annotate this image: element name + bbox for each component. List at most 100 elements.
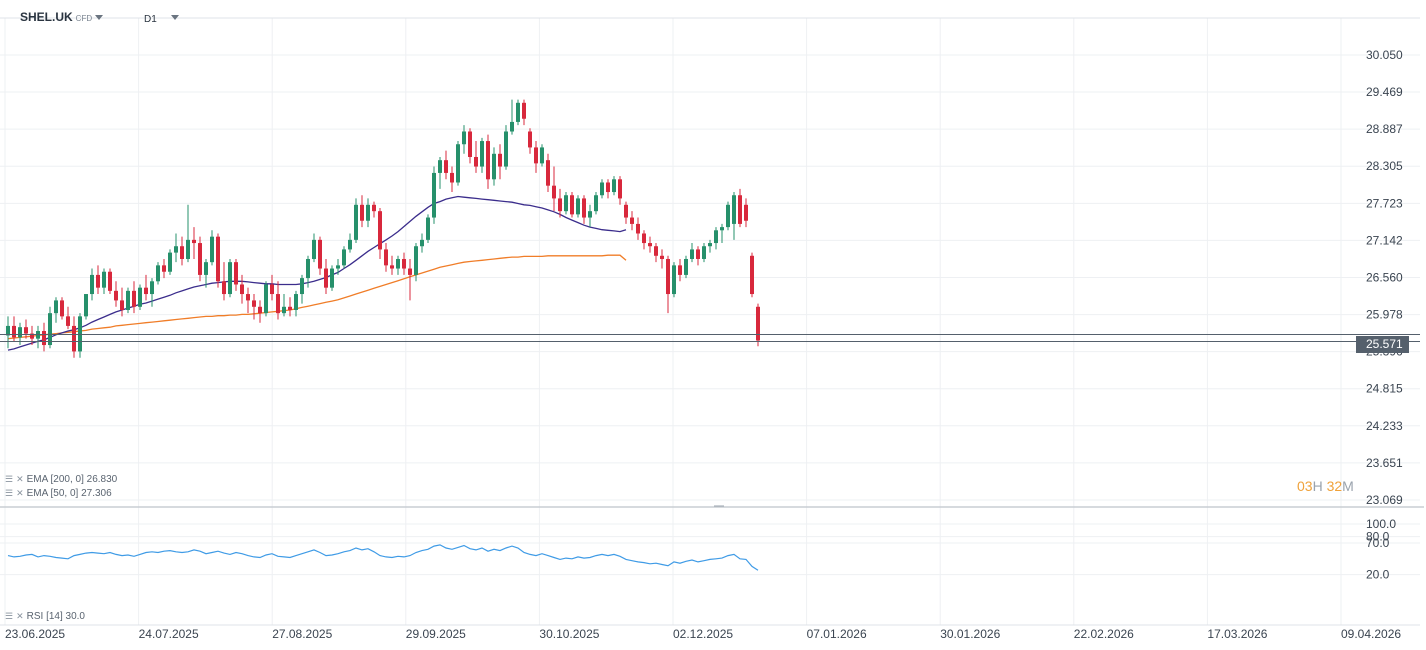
- ema50-label: EMA [50, 0] 27.306: [26, 488, 112, 499]
- candle-body: [174, 246, 178, 253]
- candle-body: [624, 204, 628, 218]
- candle-body: [600, 182, 604, 196]
- candle-body: [216, 236, 220, 282]
- candle: [576, 195, 580, 218]
- timeframe-selector[interactable]: D1: [144, 14, 157, 25]
- countdown-hours: 03: [1297, 478, 1313, 494]
- candle: [366, 198, 370, 228]
- rsi-legend[interactable]: ☰ ✕ RSI [14] 30.0: [5, 611, 85, 622]
- candle: [534, 141, 538, 173]
- ema-50-line: [7, 195, 627, 351]
- ema50-legend[interactable]: ☰ ✕ EMA [50, 0] 27.306: [5, 488, 112, 499]
- candle: [522, 99, 526, 126]
- candle-body: [288, 306, 292, 310]
- candle: [186, 204, 190, 263]
- ema200-legend[interactable]: ☰ ✕ EMA [200, 0] 26.830: [5, 474, 117, 485]
- candle: [228, 258, 232, 298]
- candle: [192, 227, 196, 259]
- candle-body: [618, 179, 622, 199]
- rsi-tick-label: 70.0: [1366, 536, 1390, 550]
- candle-body: [738, 195, 742, 224]
- candle: [210, 230, 214, 266]
- candle-body: [270, 284, 274, 295]
- grid: [0, 17, 1424, 626]
- candle: [264, 281, 268, 317]
- candle: [42, 322, 46, 352]
- candle-body: [90, 274, 94, 295]
- candle: [480, 137, 484, 173]
- candle-body: [552, 185, 556, 199]
- candle: [336, 258, 340, 275]
- candle: [204, 258, 208, 288]
- candle-body: [678, 265, 682, 275]
- candle: [258, 300, 262, 323]
- countdown-minutes-unit: M: [1342, 478, 1354, 494]
- candle: [618, 176, 622, 205]
- candle: [408, 258, 412, 301]
- candle: [240, 274, 244, 304]
- candle-body: [162, 265, 166, 272]
- candle: [54, 297, 58, 323]
- candle-body: [342, 249, 346, 266]
- candle: [180, 236, 184, 266]
- candle: [552, 166, 556, 212]
- candle-body: [720, 227, 724, 231]
- candle-body: [612, 179, 616, 193]
- close-icon[interactable]: ✕: [16, 611, 24, 621]
- candle: [108, 268, 112, 295]
- ema-200-series: [7, 254, 627, 340]
- candles: [6, 99, 760, 358]
- candle-body: [630, 217, 634, 224]
- candle-body: [510, 121, 514, 132]
- close-icon[interactable]: ✕: [16, 488, 24, 498]
- candle-body: [384, 249, 388, 266]
- settings-icon[interactable]: ☰: [5, 474, 14, 484]
- countdown-minutes: 32: [1326, 478, 1343, 494]
- y-tick-label: 23.069: [1366, 493, 1403, 507]
- candle-body: [48, 313, 52, 346]
- candle-body: [354, 204, 358, 240]
- timeframe-dropdown-icon[interactable]: [171, 15, 179, 20]
- candle: [468, 128, 472, 164]
- candle: [144, 274, 148, 301]
- candle-body: [570, 195, 574, 215]
- candle: [654, 243, 658, 263]
- candle: [96, 265, 100, 295]
- rsi-tick-label: 80.0: [1366, 530, 1390, 544]
- candle-body: [546, 160, 550, 186]
- countdown-hours-unit: H: [1312, 478, 1323, 494]
- x-tick-label: 17.03.2026: [1207, 627, 1267, 641]
- candle: [6, 316, 10, 349]
- candle-body: [492, 153, 496, 180]
- candle-body: [522, 102, 526, 119]
- candle-body: [558, 198, 562, 212]
- candle: [432, 166, 436, 224]
- symbol-name: SHEL.UK: [20, 10, 73, 24]
- candle-body: [438, 160, 442, 173]
- settings-icon[interactable]: ☰: [5, 611, 14, 621]
- candle: [414, 243, 418, 282]
- candle: [444, 150, 448, 180]
- candle-body: [672, 265, 676, 295]
- candle: [690, 243, 694, 263]
- candle-body: [192, 239, 196, 244]
- close-icon[interactable]: ✕: [16, 474, 24, 484]
- candle: [156, 262, 160, 285]
- x-tick-label: 24.07.2025: [139, 627, 199, 641]
- candle-body: [696, 249, 700, 259]
- symbol-selector[interactable]: SHEL.UK CFD: [20, 10, 92, 24]
- candle-body: [576, 198, 580, 215]
- symbol-dropdown-icon[interactable]: [95, 15, 103, 20]
- candle-body: [594, 195, 598, 212]
- candle: [24, 319, 28, 339]
- candle-body: [264, 284, 268, 314]
- candle: [300, 274, 304, 304]
- candle: [696, 246, 700, 266]
- candle: [324, 258, 328, 295]
- x-tick-label: 29.09.2025: [406, 627, 466, 641]
- candle-body: [12, 325, 16, 338]
- settings-icon[interactable]: ☰: [5, 488, 14, 498]
- candle: [246, 287, 250, 314]
- candle: [12, 316, 16, 342]
